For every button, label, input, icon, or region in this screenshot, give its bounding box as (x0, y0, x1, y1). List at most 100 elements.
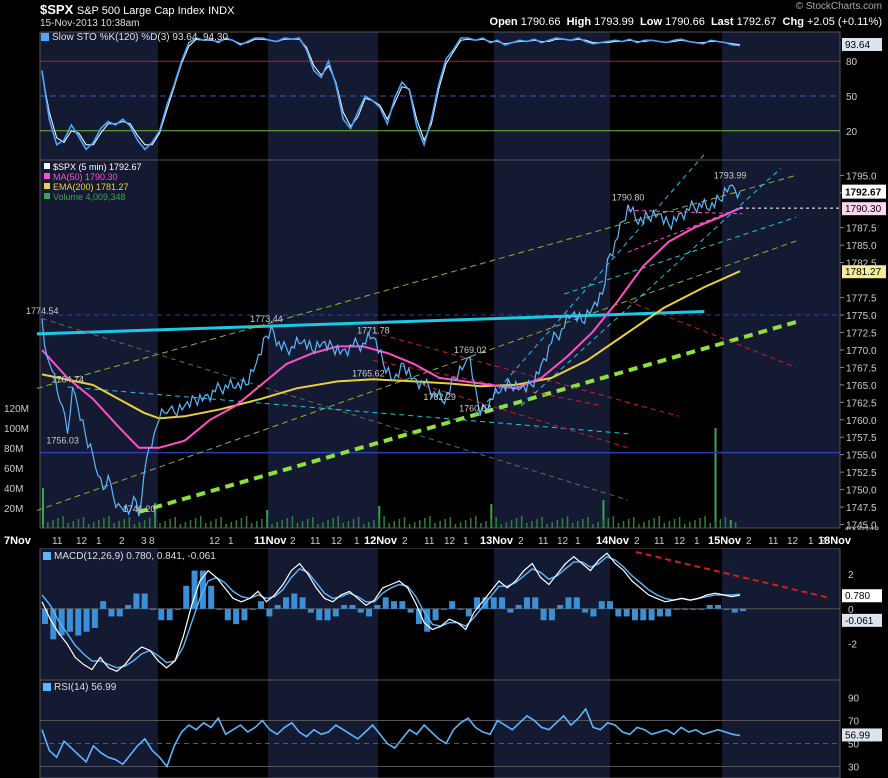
macd-histogram-bar (565, 597, 572, 609)
macd-histogram-bar (515, 604, 522, 609)
macd-histogram-bar (665, 608, 672, 617)
volume-bar (77, 519, 80, 528)
macd-histogram-bar (723, 608, 730, 610)
volume-bar (261, 519, 263, 528)
volume-bar (118, 521, 120, 528)
macd-histogram-bar (208, 585, 215, 609)
last-price-badge-bg (842, 184, 886, 199)
price-legend-item: Volume 4,009,348 (53, 192, 126, 202)
volume-bar (582, 519, 584, 528)
price-annotation: 1769.02 (454, 345, 487, 355)
volume-bar (587, 517, 589, 528)
volume-bar (332, 518, 334, 528)
macd-histogram-bar (58, 608, 65, 636)
x-hour-label: 11 (310, 536, 321, 547)
volume-bar (719, 519, 722, 528)
volume-bar (103, 518, 105, 528)
volume-bar (42, 524, 44, 528)
last-price-badge: 1792.67 (845, 188, 882, 199)
volume-bar (164, 521, 166, 528)
volume-bar (419, 520, 421, 528)
volume-bar (556, 520, 559, 528)
macd-histogram-bar (523, 597, 530, 609)
macd-histogram-bar (607, 601, 614, 609)
volume-bar (235, 520, 238, 528)
price-y-tick: 1787.5 (846, 224, 877, 235)
price-y-tick: 1762.5 (846, 398, 877, 409)
day-shade-band (722, 160, 840, 528)
macd-histogram-bar (656, 608, 663, 617)
rsi-badge-bg (842, 728, 882, 742)
macd-histogram-bar (91, 608, 98, 628)
volume-y-tick: 100M (4, 424, 29, 435)
price-y-tick: 1782.5 (846, 259, 877, 270)
volume-bar (485, 521, 487, 528)
macd-histogram-bar (224, 608, 231, 621)
macd-histogram-bar (216, 608, 223, 610)
volume-y-tick: 40M (4, 484, 23, 495)
volume-bar (189, 520, 192, 528)
x-hour-label: 8 (149, 536, 155, 547)
volume-bar (159, 523, 161, 528)
symbol: $SPX (40, 2, 74, 17)
volume-bar (541, 517, 543, 528)
macd-histogram-bar (690, 608, 697, 610)
red-channel-line (373, 359, 603, 407)
macd-histogram-bar (432, 608, 439, 621)
macd-histogram-bar (548, 608, 555, 621)
sto-k-line (41, 37, 741, 151)
macd-histogram-bar (141, 593, 148, 609)
x-day-label: 18Nov (818, 535, 852, 547)
volume-bar (449, 517, 452, 528)
price-annotation: 1764.74 (51, 375, 84, 385)
day-shade-band (40, 680, 158, 778)
macd-histogram-bar (158, 608, 165, 621)
rsi-legend: RSI(14) 56.99 (54, 682, 117, 693)
volume-bar (169, 519, 171, 528)
x-hour-label: 11 (768, 536, 779, 547)
volume-bar (434, 523, 436, 528)
x-day-label: 7Nov (4, 535, 32, 547)
price-annotation: 1793.99 (714, 170, 747, 180)
chg-label: Chg (782, 16, 804, 28)
volume-bar (337, 516, 340, 528)
macd-signal-line (41, 555, 741, 669)
macd-histogram-bar (100, 601, 107, 609)
macd-histogram-bar (349, 604, 356, 609)
low-value: 1790.66 (665, 16, 705, 28)
x-hour-label: 11 (538, 536, 549, 547)
volume-bar (709, 523, 711, 528)
high-label: High (566, 16, 592, 28)
volume-bar (602, 520, 604, 528)
low-label: Low (640, 16, 662, 28)
macd-histogram-bar (424, 608, 431, 632)
volume-bar (368, 522, 370, 528)
macd-histogram-bar (465, 608, 472, 617)
x-day-label: 15Nov (708, 535, 742, 547)
macd-histogram-bar (66, 608, 73, 632)
x-hour-label: 12 (674, 536, 686, 547)
volume-bar (729, 524, 732, 528)
red-channel-line (373, 331, 679, 417)
volume-bar (546, 524, 548, 528)
x-hour-label: 11 (424, 536, 435, 547)
macd-histogram-bar (681, 608, 688, 610)
chart-title: $SPX S&P 500 Large Cap Index INDX (40, 2, 234, 17)
macd-histogram-bar (391, 601, 397, 609)
cyan-trendline (36, 310, 705, 336)
x-hour-label: 12 (787, 536, 799, 547)
macd-histogram-bar (640, 608, 647, 621)
macd-histogram-bar (715, 604, 722, 609)
volume-bar (113, 523, 115, 528)
rising-channel-line (520, 168, 782, 407)
cyan-downtrend-line (67, 386, 628, 435)
macd-histogram-bar (648, 608, 655, 621)
macd-histogram-bar (133, 593, 140, 609)
volume-bar (378, 506, 381, 528)
volume-bar (82, 517, 85, 528)
volume-bar (123, 519, 126, 528)
volume-bar (566, 516, 569, 528)
volume-bar (128, 517, 131, 528)
volume-bar (317, 524, 319, 528)
